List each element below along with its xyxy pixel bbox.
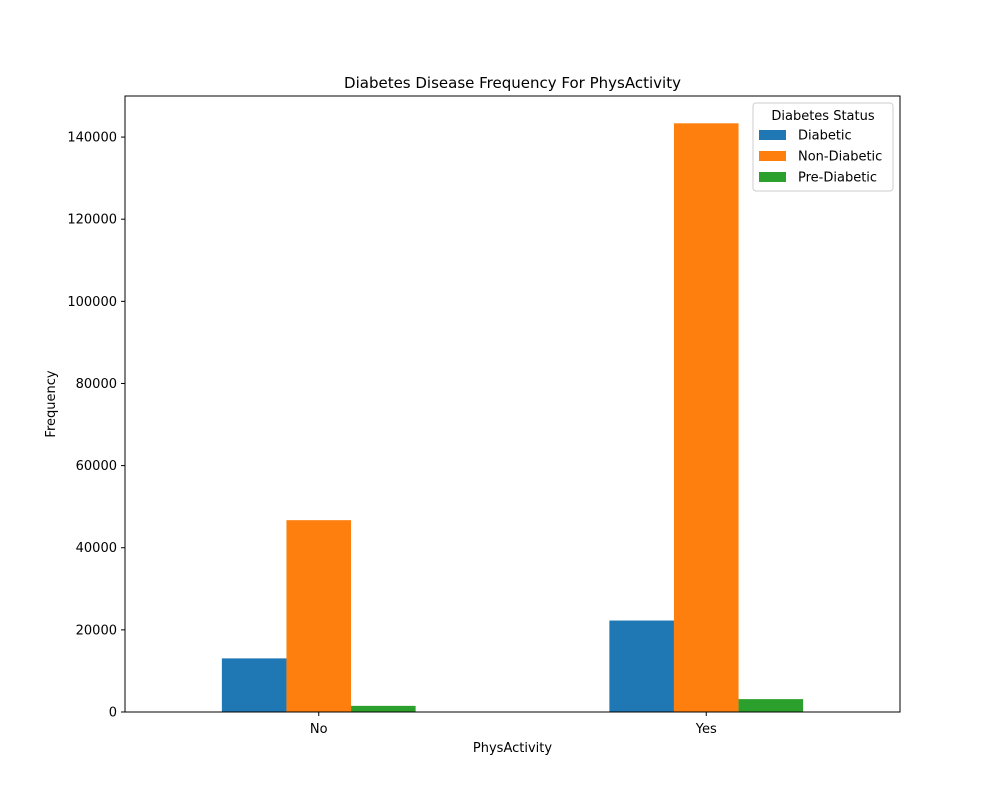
bar-pre-diabetic-yes	[738, 699, 804, 712]
bar-diabetic-no	[221, 658, 287, 712]
x-axis-label: PhysActivity	[473, 741, 552, 756]
x-tick-label: Yes	[695, 722, 717, 737]
y-tick-label: 60000	[76, 459, 117, 474]
legend: Diabetes Status Diabetic Non-Diabetic Pre-…	[752, 102, 894, 192]
y-tick-label: 120000	[67, 213, 117, 228]
bar-diabetic-yes	[609, 620, 674, 712]
legend-frame	[752, 102, 894, 192]
bar-pre-diabetic-no	[351, 705, 416, 712]
bar-non-diabetic-yes	[673, 123, 739, 712]
legend-label-diabetic: Diabetic	[798, 129, 852, 144]
legend-label-non-diabetic: Non-Diabetic	[798, 150, 882, 165]
y-axis-label: Frequency	[44, 370, 59, 437]
legend-label-pre-diabetic: Pre-Diabetic	[798, 171, 877, 186]
y-tick-label: 100000	[67, 295, 117, 310]
legend-swatch-diabetic	[759, 130, 786, 140]
legend-swatch-pre-diabetic	[759, 172, 786, 182]
y-axis: 0 20000 40000 60000 80000 100000 120000 140000	[67, 131, 125, 721]
y-tick-label: 80000	[76, 377, 117, 392]
legend-title: Diabetes Status	[771, 109, 874, 124]
chart-title: Diabetes Disease Frequency For PhysActiv…	[344, 74, 681, 92]
bars-group	[221, 123, 804, 712]
x-tick-label: No	[310, 722, 328, 737]
y-tick-label: 20000	[76, 623, 117, 638]
bar-non-diabetic-no	[286, 520, 352, 712]
y-tick-label: 140000	[67, 131, 117, 146]
y-tick-label: 0	[109, 706, 117, 721]
legend-swatch-non-diabetic	[759, 151, 786, 161]
plot-frame	[124, 95, 901, 713]
y-tick-label: 40000	[76, 541, 117, 556]
x-axis: No Yes	[310, 712, 717, 737]
